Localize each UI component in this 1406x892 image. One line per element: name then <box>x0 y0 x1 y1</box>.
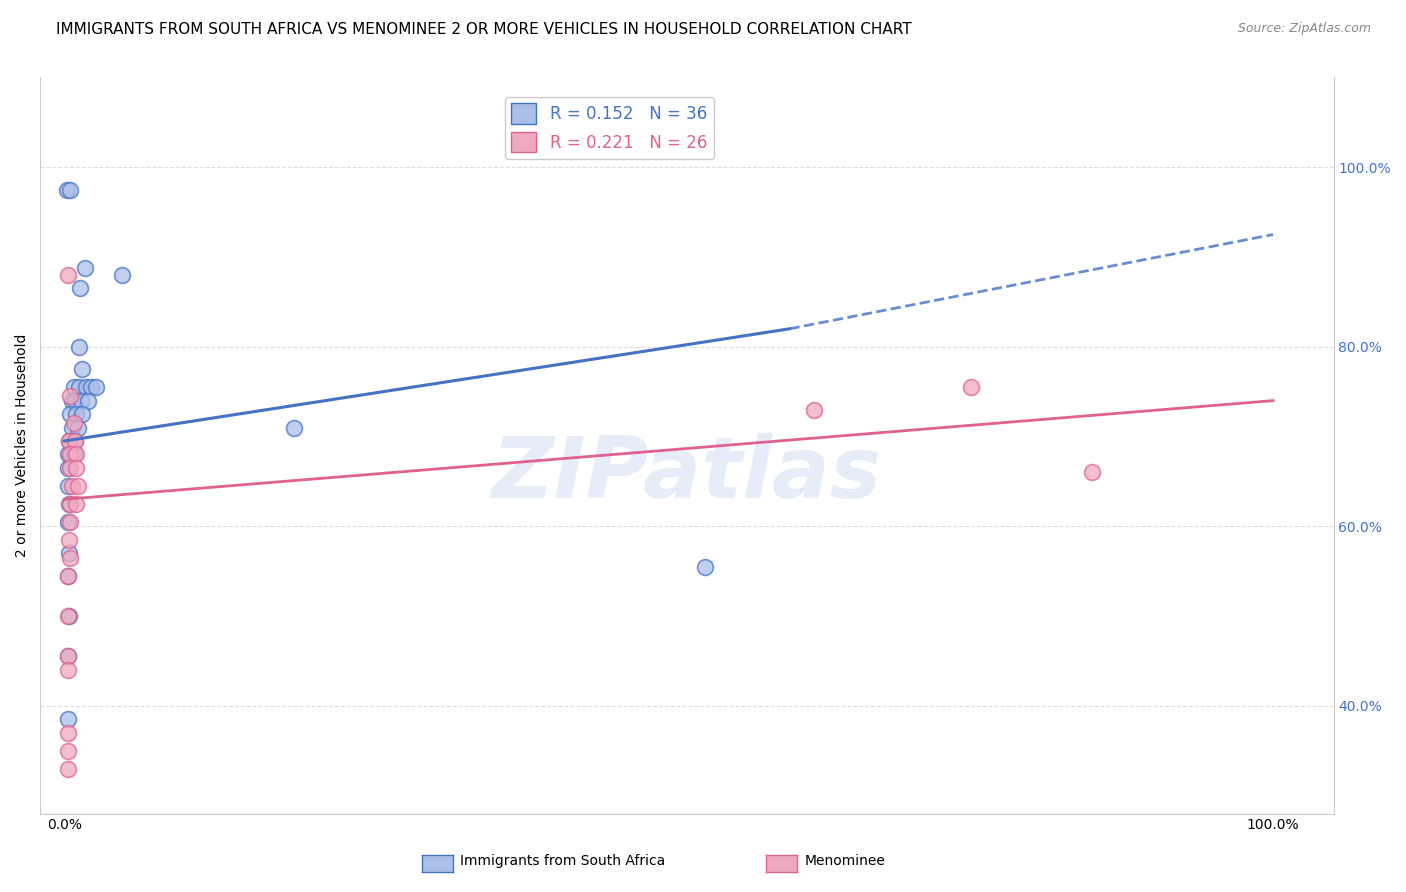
Point <box>69 281 91 295</box>
Point <box>1080 466 1102 480</box>
Point <box>56 712 79 726</box>
Point <box>56 461 79 475</box>
Point <box>58 497 80 511</box>
Point <box>58 434 80 448</box>
Point <box>59 550 82 565</box>
Text: IMMIGRANTS FROM SOUTH AFRICA VS MENOMINEE 2 OR MORE VEHICLES IN HOUSEHOLD CORREL: IMMIGRANTS FROM SOUTH AFRICA VS MENOMINE… <box>56 22 912 37</box>
Text: Menominee: Menominee <box>804 854 886 868</box>
Point <box>70 393 93 408</box>
Point <box>73 260 96 275</box>
Point <box>59 183 82 197</box>
Point <box>56 268 79 282</box>
Point <box>67 380 90 394</box>
Point <box>65 497 87 511</box>
Point <box>67 340 90 354</box>
Point <box>56 663 79 677</box>
Point <box>58 434 80 448</box>
Point <box>56 762 79 776</box>
Point <box>63 393 86 408</box>
Point <box>56 447 79 461</box>
Point <box>72 407 94 421</box>
Point <box>56 568 79 582</box>
Y-axis label: 2 or more Vehicles in Household: 2 or more Vehicles in Household <box>15 334 30 558</box>
Point <box>56 649 79 664</box>
Point <box>60 393 83 408</box>
Point <box>56 744 79 758</box>
Point <box>283 420 305 434</box>
Point <box>66 479 89 493</box>
Point <box>56 568 79 582</box>
Point <box>65 447 87 461</box>
Point <box>63 380 86 394</box>
Point <box>63 434 86 448</box>
Point <box>55 183 77 197</box>
Point <box>59 389 82 403</box>
Point <box>60 479 83 493</box>
Point <box>63 447 86 461</box>
Point <box>77 393 100 408</box>
Legend: R = 0.152   N = 36, R = 0.221   N = 26: R = 0.152 N = 36, R = 0.221 N = 26 <box>505 97 714 159</box>
Point <box>56 609 79 624</box>
Point <box>960 380 983 394</box>
Point <box>56 649 79 664</box>
Point <box>111 268 134 282</box>
Point <box>59 461 82 475</box>
Point <box>84 380 107 394</box>
Point <box>58 546 80 560</box>
Point <box>80 380 103 394</box>
Point <box>56 515 79 529</box>
Point <box>59 515 82 529</box>
Point <box>56 479 79 493</box>
Point <box>59 407 82 421</box>
Point <box>72 362 94 376</box>
Point <box>58 609 80 624</box>
Point <box>65 461 87 475</box>
Text: ZIPatlas: ZIPatlas <box>492 434 882 516</box>
Point <box>59 447 82 461</box>
Point <box>693 559 716 574</box>
Text: Immigrants from South Africa: Immigrants from South Africa <box>460 854 665 868</box>
Point <box>75 380 97 394</box>
Point <box>65 407 87 421</box>
Point <box>60 420 83 434</box>
Point <box>58 533 80 547</box>
Point <box>803 402 825 417</box>
Point <box>66 420 89 434</box>
Point <box>59 497 82 511</box>
Point <box>56 725 79 739</box>
Point <box>63 416 86 430</box>
Point <box>63 434 86 448</box>
Text: Source: ZipAtlas.com: Source: ZipAtlas.com <box>1237 22 1371 36</box>
